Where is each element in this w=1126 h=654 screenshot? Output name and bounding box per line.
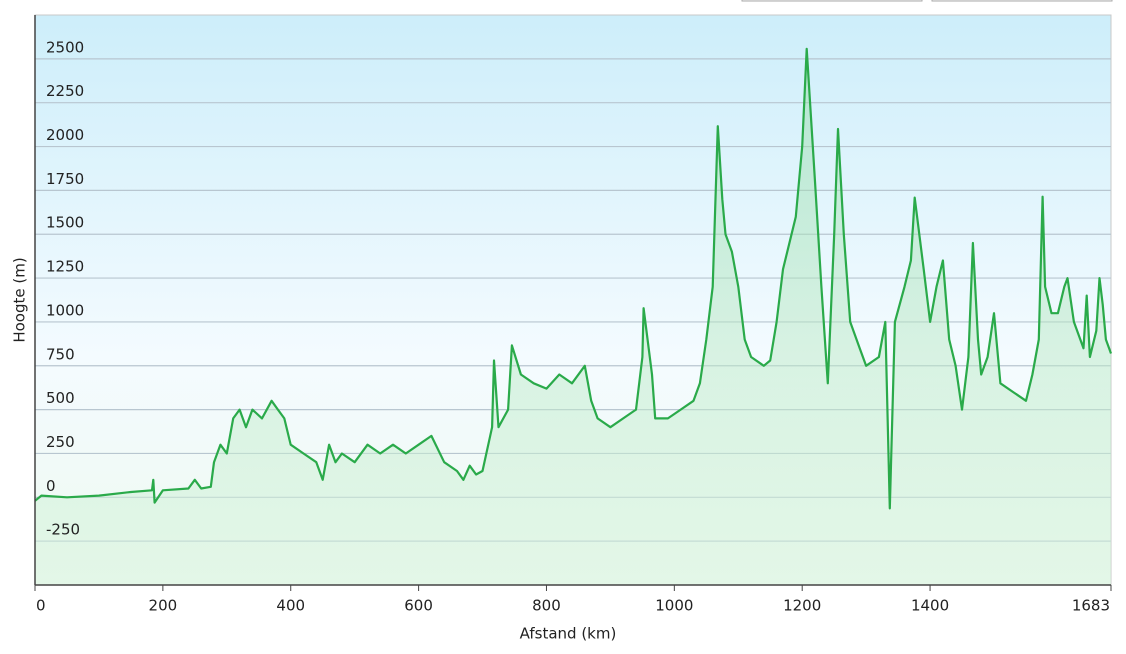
y-tick-label: 1500 — [46, 214, 84, 232]
toolbar-button[interactable] — [931, 0, 1113, 2]
x-tick-label: 800 — [532, 597, 561, 615]
y-tick-label: 2250 — [46, 82, 84, 100]
x-tick-label: 1200 — [783, 597, 821, 615]
x-tick-label: 600 — [404, 597, 433, 615]
x-axis-label: Afstand (km) — [520, 625, 617, 643]
x-tick-label: 0 — [36, 597, 46, 615]
toolbar-button[interactable] — [741, 0, 923, 2]
y-tick-label: 1750 — [46, 170, 84, 188]
y-tick-label: 500 — [46, 389, 75, 407]
elevation-area — [35, 48, 1111, 586]
y-tick-label: -250 — [46, 521, 80, 539]
x-tick-label: 1683 — [1072, 597, 1110, 615]
y-tick-label: 750 — [46, 345, 75, 363]
x-tick-label: 1400 — [911, 597, 949, 615]
x-tick-label: 400 — [276, 597, 305, 615]
y-tick-label: 0 — [46, 477, 56, 495]
x-tick-label: 200 — [149, 597, 178, 615]
y-tick-label: 2500 — [46, 38, 84, 56]
elevation-line — [34, 47, 1113, 510]
y-axis-label: Hoogte (m) — [11, 257, 29, 342]
x-tick-label: 1000 — [655, 597, 693, 615]
y-tick-label: 1250 — [46, 258, 84, 276]
y-tick-label: 250 — [46, 433, 75, 451]
y-tick-label: 2000 — [46, 126, 84, 144]
y-tick-label: 1000 — [46, 301, 84, 319]
